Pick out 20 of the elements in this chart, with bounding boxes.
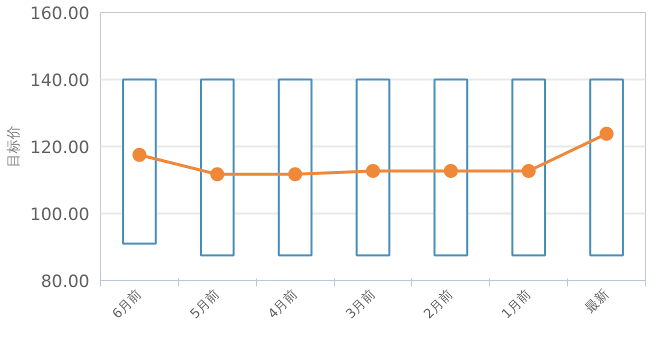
x-tick-label: 2月前 (421, 287, 456, 322)
point (132, 148, 146, 162)
point (444, 164, 458, 178)
y-tick-label: 100.00 (30, 205, 90, 225)
y-tick-label: 140.00 (30, 71, 90, 91)
x-tick-label: 4月前 (266, 287, 300, 322)
x-tick-label: 6月前 (110, 287, 145, 322)
y-tick-label: 160.00 (30, 4, 90, 24)
point (522, 164, 536, 178)
x-tick-label: 3月前 (343, 287, 378, 322)
point (288, 167, 302, 182)
point (366, 164, 380, 178)
x-tick-label: 1月前 (499, 287, 534, 322)
x-tick-label: 5月前 (188, 287, 223, 322)
point (210, 167, 224, 182)
x-tick-label: 最新 (582, 287, 612, 316)
y-tick-label: 80.00 (40, 272, 90, 292)
point (600, 126, 614, 141)
y-tick-label: 120.00 (30, 138, 90, 158)
y-axis-title: 目标价 (6, 126, 22, 168)
